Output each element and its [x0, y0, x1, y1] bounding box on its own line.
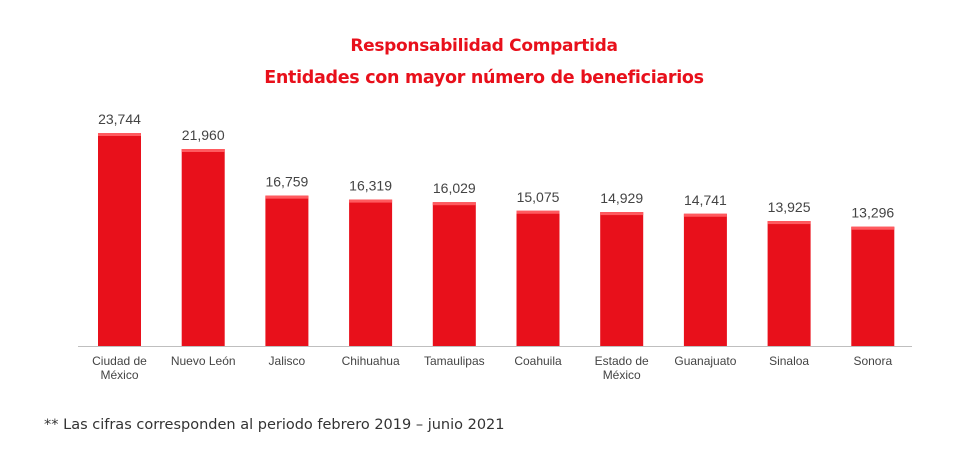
data-label: 14,929 — [600, 190, 643, 206]
data-label: 23,744 — [98, 111, 141, 127]
bar — [600, 212, 644, 346]
bar-highlight — [683, 213, 727, 217]
category-label: Sonora — [853, 354, 892, 368]
category-label: Estado de — [595, 354, 649, 368]
bar — [181, 149, 225, 346]
category-label: Chihuahua — [342, 354, 400, 368]
bar — [98, 133, 141, 346]
data-label: 16,029 — [433, 180, 476, 196]
bar-highlight — [349, 199, 393, 203]
bar-highlight — [600, 212, 644, 216]
chart-title-line1: Responsabilidad Compartida — [350, 36, 618, 56]
bar — [767, 221, 811, 346]
data-label: 15,075 — [517, 189, 560, 205]
data-label: 16,759 — [265, 174, 308, 190]
category-label: Tamaulipas — [424, 354, 485, 368]
bar-highlight — [98, 133, 141, 136]
category-label: Ciudad de — [92, 354, 147, 368]
category-label: Coahuila — [514, 354, 562, 368]
data-label: 14,741 — [684, 192, 727, 208]
footnote: ** Las cifras corresponden al periodo fe… — [44, 417, 505, 433]
category-label: México — [603, 368, 641, 382]
category-label: Jalisco — [269, 354, 306, 368]
bar-highlight — [181, 149, 225, 153]
bar — [432, 202, 476, 346]
bar — [851, 226, 895, 346]
bar-highlight — [516, 210, 560, 214]
bar — [265, 195, 309, 346]
category-label: Sinaloa — [769, 354, 809, 368]
data-label: 13,296 — [851, 205, 894, 221]
category-label: Nuevo León — [171, 354, 236, 368]
bar-highlight — [432, 202, 476, 206]
chart-title-line2: Entidades con mayor número de beneficiar… — [264, 68, 704, 88]
data-label: 13,925 — [768, 199, 811, 215]
category-label: Guanajuato — [674, 354, 736, 368]
category-label: México — [100, 368, 138, 382]
bar-highlight — [767, 221, 811, 225]
bar-highlight — [265, 195, 309, 199]
bar — [516, 210, 560, 346]
bar — [349, 199, 393, 346]
bar — [683, 213, 727, 346]
bar-highlight — [851, 226, 895, 230]
data-label: 21,960 — [182, 127, 225, 143]
data-label: 16,319 — [349, 178, 392, 194]
